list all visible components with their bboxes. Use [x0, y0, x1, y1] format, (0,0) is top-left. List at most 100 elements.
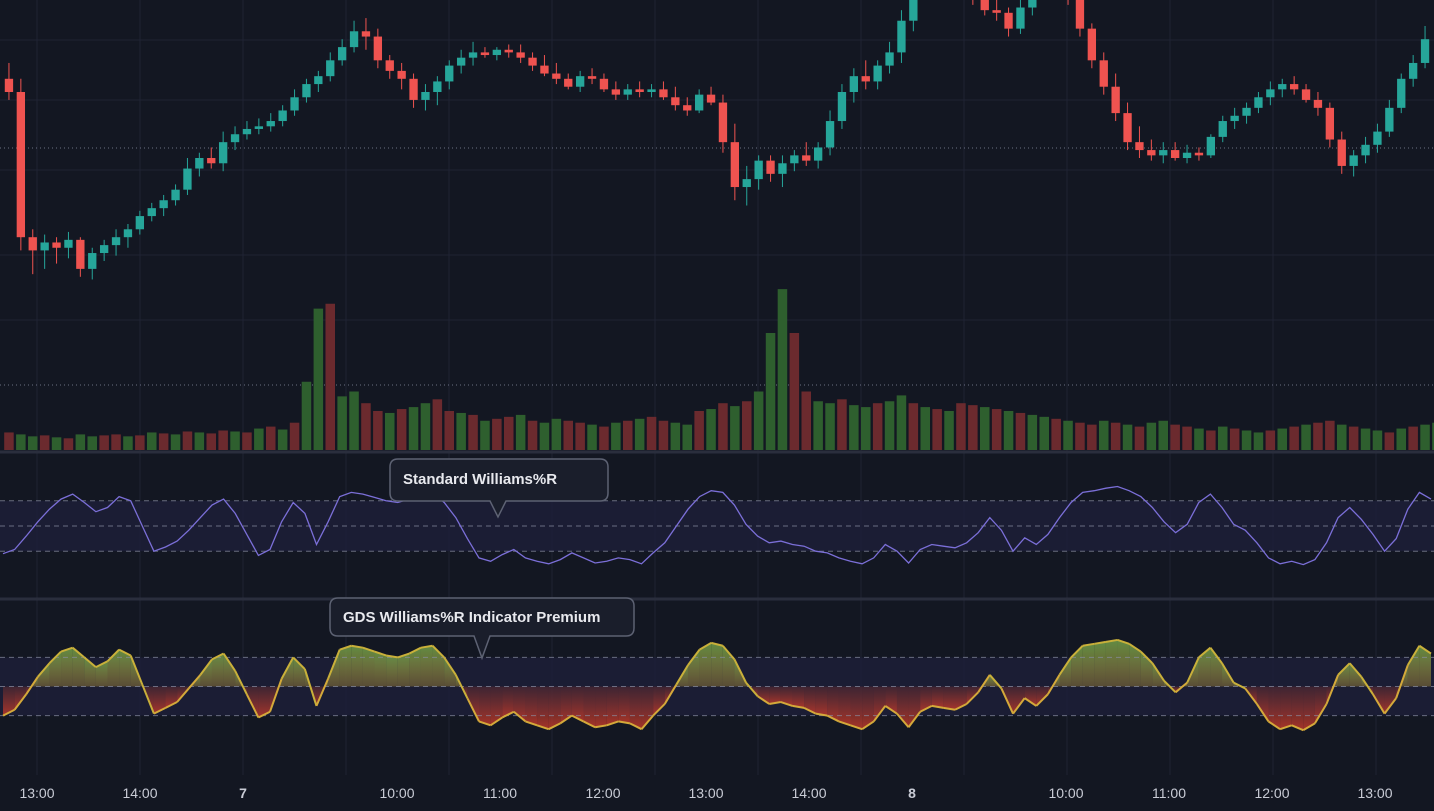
gds-line-segment: [943, 706, 956, 711]
gds-fill-bear: [769, 686, 781, 704]
volume-bar: [527, 420, 538, 450]
candle-body: [778, 163, 787, 174]
gds-fill-bull: [374, 651, 387, 687]
gds-line-segment: [1035, 693, 1049, 707]
gds-fill-bull: [293, 657, 305, 687]
gds-line-segment: [280, 656, 295, 680]
volume-bar: [1241, 430, 1252, 450]
gds-fill-bull: [1117, 639, 1130, 687]
candle-body: [1075, 0, 1085, 29]
candle-body: [1182, 152, 1192, 158]
volume-bar: [849, 405, 859, 450]
gds-line-segment: [850, 724, 863, 731]
gds-fill-bear: [1384, 686, 1397, 714]
gds-williams-panel[interactable]: [0, 638, 1434, 732]
volume-bar: [218, 430, 228, 450]
volume-bar: [75, 434, 86, 450]
gds-line-segment: [745, 681, 759, 697]
candle-body: [1278, 84, 1287, 90]
volume-bar: [396, 409, 407, 450]
gds-fill-bull: [432, 645, 445, 687]
candle-body: [706, 94, 716, 103]
volume-bar: [1396, 428, 1407, 450]
volume-bar: [694, 411, 704, 450]
volume-bar: [956, 403, 966, 450]
candle-body: [1218, 121, 1227, 137]
candle-body: [1313, 99, 1323, 108]
candle-body: [1420, 39, 1430, 63]
volume-bar: [753, 391, 764, 450]
candle-body: [837, 92, 847, 122]
gds-williams-label: GDS Williams%R Indicator Premium: [343, 609, 600, 626]
volume-bar: [349, 391, 359, 450]
volume-bar: [444, 411, 455, 450]
volume-bar: [1408, 426, 1418, 450]
gds-fill-bear: [560, 686, 572, 724]
gds-line-segment: [25, 676, 39, 695]
candle-body: [671, 97, 680, 106]
candle-body: [659, 89, 668, 98]
time-axis-label: 10:00: [1048, 785, 1083, 801]
candle-body: [504, 49, 513, 53]
volume-bar: [206, 433, 217, 450]
gds-line-segment: [652, 703, 666, 717]
standard-williams-panel[interactable]: [0, 485, 1434, 566]
volume-bar: [27, 436, 38, 450]
gds-line-segment: [72, 646, 85, 659]
volume-bar: [1372, 430, 1383, 450]
time-axis-label: 13:00: [688, 785, 723, 801]
gds-fill-bull: [211, 653, 224, 687]
gds-fill-bear: [583, 686, 596, 728]
candle-body: [1004, 12, 1013, 29]
gds-line-segment: [629, 722, 642, 731]
gds-fill-bull: [420, 645, 433, 687]
gds-fill-bear: [502, 686, 514, 718]
candle-body: [195, 158, 204, 169]
volume-bar: [111, 434, 121, 450]
gds-line-segment: [443, 656, 457, 676]
volume-bar: [99, 435, 109, 450]
candle-body: [409, 78, 418, 100]
volume-bar: [123, 436, 133, 450]
gds-line-segment: [1047, 674, 1061, 695]
candle-body: [159, 200, 168, 209]
gds-line-segment: [907, 711, 921, 728]
price-panel[interactable]: [4, 0, 1430, 280]
gds-line-segment: [1314, 703, 1328, 724]
gds-line-segment: [1105, 638, 1118, 643]
candle-body: [135, 216, 145, 230]
gds-line-segment: [931, 704, 944, 709]
standard-williams-line: [2, 485, 1432, 566]
volume-bar: [1194, 428, 1204, 450]
gds-line-segment: [1070, 645, 1084, 659]
candle-body: [623, 89, 632, 95]
gds-line-segment: [141, 684, 155, 715]
gds-line-segment: [606, 720, 619, 727]
volume-bar: [765, 333, 776, 450]
candle-body: [1147, 150, 1156, 156]
volume-bar: [872, 403, 883, 450]
time-axis-label: 14:00: [791, 785, 826, 801]
candle-body: [802, 155, 811, 161]
gds-line-segment: [37, 662, 51, 678]
volume-bar: [730, 406, 740, 450]
candle-body: [635, 89, 644, 92]
candle-body: [456, 57, 466, 66]
volume-bar: [1289, 426, 1299, 450]
candle-body: [552, 73, 561, 79]
gds-fill-bear: [629, 686, 642, 730]
volume-bar: [503, 416, 514, 450]
candle-body: [825, 121, 835, 148]
volume-bar: [1051, 418, 1061, 450]
time-axis-label: 11:00: [483, 785, 517, 801]
candle-body: [171, 189, 180, 201]
candle-body: [88, 253, 97, 269]
volume-bar: [1348, 426, 1359, 450]
candle-body: [40, 242, 49, 251]
gds-line-segment: [339, 644, 352, 651]
candle-body: [1087, 28, 1097, 61]
volume-bar: [634, 418, 645, 450]
candle-body: [1135, 142, 1144, 151]
